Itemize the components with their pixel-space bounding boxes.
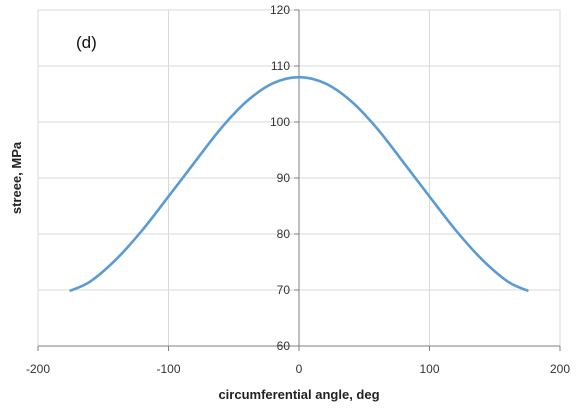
x-tick-label: 200 (550, 362, 570, 376)
x-tick-label: 0 (296, 362, 303, 376)
y-tick-label: 120 (270, 3, 290, 17)
y-tick-label: 100 (270, 115, 290, 129)
y-tick-label: 60 (277, 339, 291, 353)
x-tick-label: 100 (419, 362, 439, 376)
x-tick-label: -100 (156, 362, 180, 376)
y-tick-label: 110 (271, 59, 290, 73)
y-tick-label: 70 (277, 283, 291, 297)
y-axis-title: streee, MPa (9, 141, 24, 214)
y-tick-label: 80 (277, 227, 291, 241)
x-axis-title: circumferential angle, deg (218, 387, 379, 402)
y-tick-label: 90 (277, 171, 291, 185)
x-tick-label: -200 (26, 362, 50, 376)
panel-label: (d) (76, 33, 97, 52)
